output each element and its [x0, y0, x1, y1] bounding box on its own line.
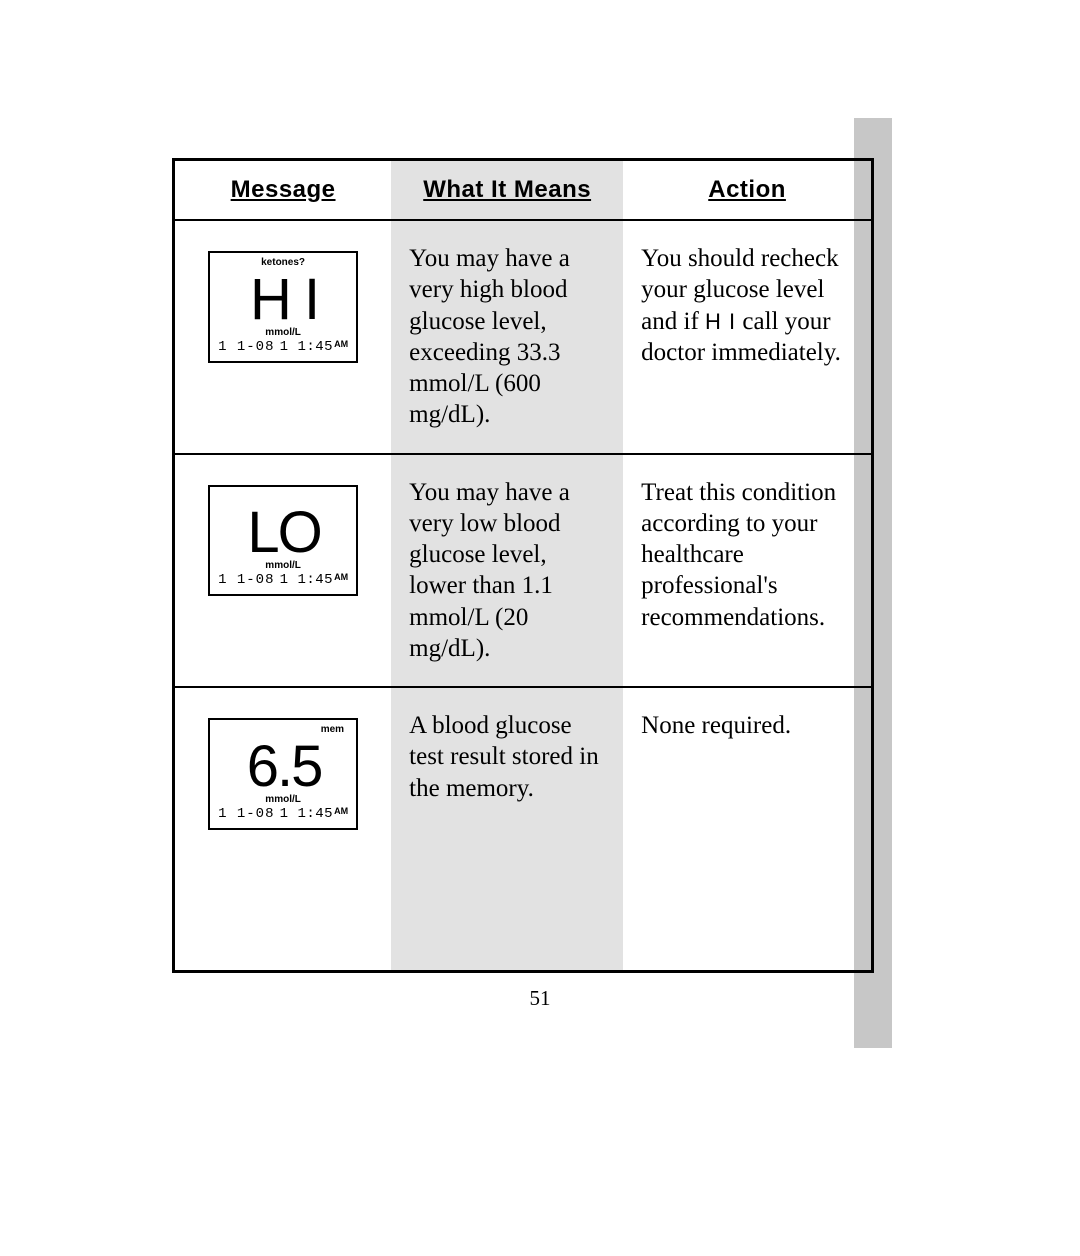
table-row: LO mmol/L 1 1-08 1 1:45AM You may have a…: [175, 455, 871, 689]
meter-datetime: 1 1-08 1 1:45AM: [216, 339, 350, 357]
means-cell: A blood glucose test result stored in th…: [391, 688, 623, 970]
meter-unit: mmol/L: [216, 794, 350, 807]
action-cell: None required.: [623, 688, 871, 970]
message-cell: mem 6.5 mmol/L 1 1-08 1 1:45AM: [175, 688, 391, 970]
table-row: mem 6.5 mmol/L 1 1-08 1 1:45AM A blood g…: [175, 688, 871, 970]
page-number: 51: [0, 986, 1080, 1011]
meter-reading: 6.5: [216, 739, 350, 794]
meter-display-hi: ketones? H I mmol/L 1 1-08 1 1:45AM: [208, 251, 358, 363]
action-cell: Treat this condition according to your h…: [623, 455, 871, 687]
action-cell: You should recheck your glucose level an…: [623, 221, 871, 453]
meter-reading: H I: [216, 272, 350, 327]
meter-reading: LO: [216, 505, 350, 560]
message-cell: ketones? H I mmol/L 1 1-08 1 1:45AM: [175, 221, 391, 453]
header-message: Message: [175, 161, 391, 219]
meter-unit: mmol/L: [216, 560, 350, 573]
table-row: ketones? H I mmol/L 1 1-08 1 1:45AM You …: [175, 221, 871, 455]
means-cell: You may have a very low blood glucose le…: [391, 455, 623, 687]
header-action: Action: [623, 161, 871, 219]
meter-datetime: 1 1-08 1 1:45AM: [216, 572, 350, 590]
header-means: What It Means: [391, 161, 623, 219]
meter-display-mem: mem 6.5 mmol/L 1 1-08 1 1:45AM: [208, 718, 358, 830]
inline-hi-text: H I: [705, 309, 736, 334]
message-cell: LO mmol/L 1 1-08 1 1:45AM: [175, 455, 391, 687]
message-table: Message What It Means Action ketones? H …: [172, 158, 874, 973]
meter-unit: mmol/L: [216, 327, 350, 340]
table-header-row: Message What It Means Action: [175, 161, 871, 221]
meter-datetime: 1 1-08 1 1:45AM: [216, 806, 350, 824]
meter-display-lo: LO mmol/L 1 1-08 1 1:45AM: [208, 485, 358, 596]
means-cell: You may have a very high blood glucose l…: [391, 221, 623, 453]
